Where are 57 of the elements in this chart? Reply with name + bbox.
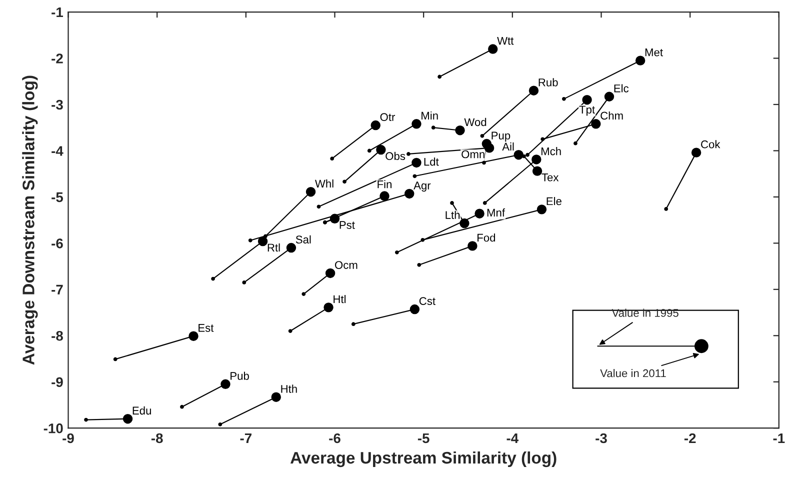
x-tick-label: -2 — [684, 433, 696, 444]
y-tick-label: -6 — [52, 238, 63, 248]
y-tick-label: -5 — [52, 192, 64, 202]
y-tick-label: -4 — [52, 146, 64, 156]
annotation: Value in 1995 — [612, 308, 678, 317]
series-label: Htl — [334, 294, 346, 304]
series-label: Ail — [502, 142, 514, 150]
series-label: Cok — [701, 140, 720, 148]
y-tick-label: -2 — [52, 54, 63, 64]
series-label: Ldt — [424, 158, 439, 166]
y-axis-title: Average Downstream Similarity (log) — [22, 76, 38, 365]
series-label: Hth — [281, 384, 297, 393]
series-label: Mch — [541, 147, 561, 156]
x-tick-label: -1 — [773, 433, 785, 444]
series-label: Otr — [380, 113, 396, 122]
y-tick-label: -1 — [52, 8, 64, 18]
series-label: Sal — [296, 235, 311, 244]
series-label: Tex — [542, 174, 559, 182]
x-tick-label: -8 — [151, 433, 163, 444]
series-label: Mnf — [487, 208, 506, 216]
series-label: Lth — [446, 210, 460, 219]
x-tick-label: -4 — [506, 433, 519, 444]
x-axis-title: Average Upstream Similarity (log) — [290, 451, 556, 468]
y-tick-label: -10 — [44, 423, 63, 434]
x-tick-label: -3 — [596, 433, 607, 444]
series-label: Elc — [614, 84, 629, 92]
series-label: Fin — [378, 180, 392, 188]
series-label: Rtl — [268, 243, 280, 252]
x-tick-label: -7 — [240, 433, 252, 444]
series-label: Agr — [414, 182, 431, 192]
series-label: Wtt — [497, 36, 514, 45]
series-label: Chm — [600, 111, 623, 120]
series-label: Wod — [464, 118, 486, 126]
series-label: Obs — [386, 152, 406, 160]
y-tick-label: -8 — [52, 330, 63, 341]
y-tick-label: -3 — [52, 100, 63, 110]
annotation: Value in 2011 — [600, 369, 666, 378]
series-label: Fod — [478, 234, 496, 242]
x-tick-label: -9 — [62, 433, 74, 444]
series-label: Ocm — [335, 261, 358, 269]
series-label: Tpt — [579, 106, 595, 116]
series-label: Whl — [314, 179, 334, 188]
series-label: Pub — [230, 372, 249, 380]
series-label: Ele — [546, 196, 562, 206]
series-label: Pst — [340, 221, 355, 229]
series-label: Min — [422, 111, 438, 120]
y-tick-label: -9 — [52, 377, 63, 388]
x-tick-label: -6 — [329, 433, 340, 444]
series-label: Met — [645, 48, 663, 56]
series-label: Est — [198, 324, 214, 332]
series-label: Pup — [492, 132, 510, 142]
series-label: Edu — [132, 406, 151, 415]
y-tick-label: -7 — [52, 284, 63, 294]
series-label: Rub — [538, 78, 558, 86]
series-label: Omn — [462, 150, 484, 158]
x-tick-label: -5 — [418, 433, 430, 444]
series-label: Cst — [419, 297, 436, 305]
